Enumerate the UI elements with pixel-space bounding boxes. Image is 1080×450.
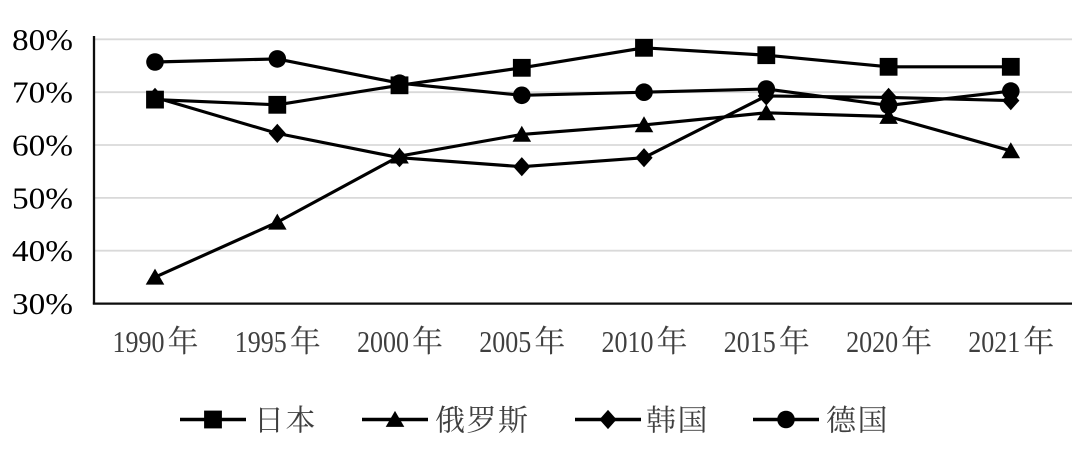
svg-text:1990: 1990 xyxy=(113,324,165,359)
svg-text:30%: 30% xyxy=(12,286,73,321)
svg-text:1995: 1995 xyxy=(235,324,287,359)
svg-text:2010: 2010 xyxy=(602,324,654,359)
svg-text:50%: 50% xyxy=(12,180,73,215)
svg-text:2020: 2020 xyxy=(846,324,898,359)
svg-text:2005: 2005 xyxy=(479,324,531,359)
svg-text:2021: 2021 xyxy=(968,324,1020,359)
svg-text:40%: 40% xyxy=(12,233,73,268)
svg-text:2015: 2015 xyxy=(724,324,776,359)
svg-text:60%: 60% xyxy=(12,128,73,163)
svg-text:2000: 2000 xyxy=(357,324,409,359)
svg-text:70%: 70% xyxy=(12,75,73,110)
svg-text:80%: 80% xyxy=(12,22,73,57)
